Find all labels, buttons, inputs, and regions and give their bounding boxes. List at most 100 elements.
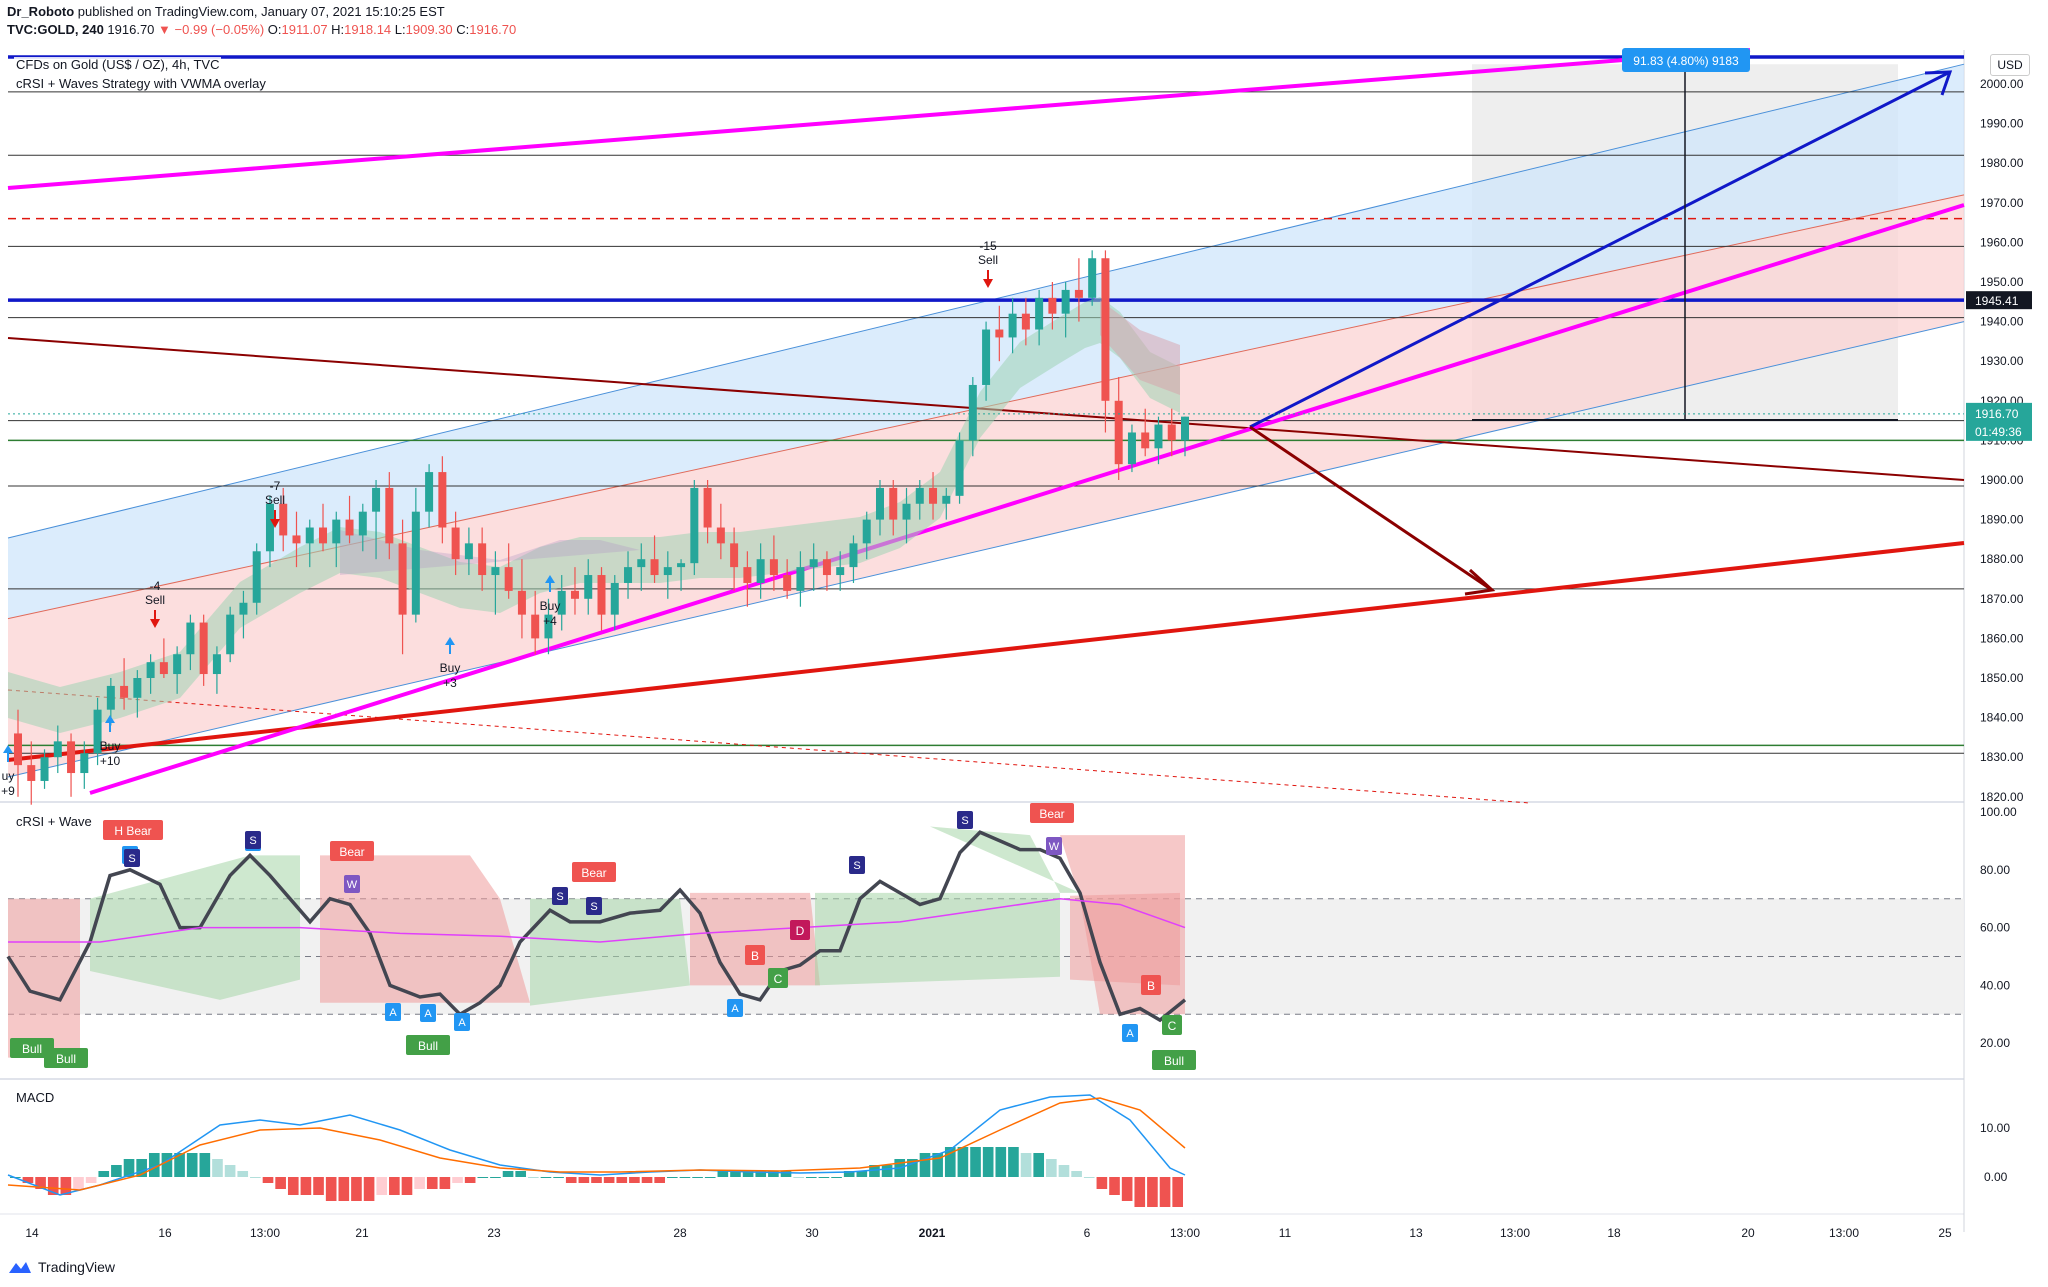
candle-body — [80, 753, 89, 774]
author-name[interactable]: Dr_Roboto — [7, 4, 75, 19]
wave-bear-zone — [8, 898, 80, 1058]
wave-bull-zone — [930, 826, 1080, 893]
crsi-marker-label: B — [751, 949, 759, 963]
open-value: 1911.07 — [281, 22, 328, 37]
crsi-marker-bull — [44, 1048, 88, 1068]
candle-body — [491, 567, 500, 576]
crsi-marker-label: Bull — [1164, 1054, 1184, 1068]
crsi-signal-line — [8, 897, 1186, 943]
crsi-marker-label: S — [961, 815, 968, 827]
ohlc-line: TVC:GOLD, 240 1916.70 ▼ −0.99 (−0.05%) O… — [7, 22, 516, 37]
macd-histogram-bar — [641, 1177, 653, 1183]
macd-histogram-bar — [818, 1177, 830, 1178]
macd-histogram-bar — [224, 1165, 236, 1177]
time-tick-label: 21 — [355, 1226, 369, 1240]
macd-histogram-bar — [174, 1153, 185, 1177]
crsi-marker-bear — [1030, 803, 1074, 823]
candle-body — [159, 662, 168, 675]
candle-body — [677, 563, 686, 568]
crsi-marker-label: D — [796, 924, 805, 938]
candle-body — [358, 511, 367, 536]
crsi-tick-label: 60.00 — [1980, 921, 2010, 935]
price-tick-label: 1870.00 — [1980, 592, 2024, 606]
crsi-marker-blue — [727, 999, 743, 1017]
candle-body — [570, 590, 579, 599]
crsi-marker-navy — [124, 849, 140, 867]
candle-body — [809, 559, 818, 568]
candle-body — [968, 384, 977, 441]
currency-badge[interactable]: USD — [1990, 54, 2030, 76]
macd-histogram-bar — [1121, 1177, 1133, 1201]
macd-histogram-bar — [414, 1177, 425, 1189]
brand-label: TradingView — [38, 1259, 116, 1275]
time-tick-label: 13 — [1409, 1226, 1423, 1240]
candle-body — [292, 535, 301, 544]
macd-histogram-bar — [540, 1177, 552, 1178]
time-tick-label: 28 — [673, 1226, 687, 1240]
price-tick-label: 1950.00 — [1980, 275, 2024, 289]
crsi-marker-label: S — [556, 891, 563, 903]
crsi-marker-bull — [10, 1038, 54, 1058]
price-tick-label: 1850.00 — [1980, 671, 2024, 685]
price-tick-label: 1860.00 — [1980, 631, 2024, 645]
crsi-marker-label: Bear — [1039, 807, 1064, 821]
candle-body — [1154, 424, 1163, 449]
price-tick-label: 1980.00 — [1980, 156, 2024, 170]
candle-body — [212, 654, 221, 675]
level-price-tag — [1966, 291, 2032, 310]
macd-histogram-bar — [262, 1177, 274, 1183]
open-label: O: — [267, 22, 282, 37]
candle-body — [186, 622, 195, 655]
time-tick-label: 11 — [1279, 1226, 1292, 1240]
candle-body — [53, 741, 62, 758]
crsi-marker-label: S — [590, 901, 597, 913]
candle-body — [703, 487, 712, 528]
trendline-red — [7, 541, 1965, 762]
macd-histogram-bar — [464, 1177, 476, 1183]
price-tick-label: 1940.00 — [1980, 315, 2024, 329]
macd-panel-title[interactable]: MACD — [14, 1090, 57, 1105]
indicator-name[interactable]: cRSI + Waves Strategy with VWMA overlay — [14, 76, 268, 91]
macd-line — [7, 1094, 1186, 1196]
macd-histogram-bar — [376, 1177, 388, 1195]
candle-body — [995, 329, 1004, 338]
macd-histogram-bar — [1046, 1159, 1057, 1177]
channel-lower-line — [7, 321, 1965, 778]
candle-body — [504, 567, 513, 591]
candle-body — [279, 503, 288, 536]
candle-body — [239, 602, 248, 615]
time-tick-label: 25 — [1938, 1226, 1952, 1240]
candle-body — [173, 654, 182, 675]
signal-value: -4 — [150, 579, 161, 593]
wave-bear-zone — [320, 855, 530, 1003]
macd-histogram-bar — [123, 1159, 135, 1177]
candle-body — [889, 487, 898, 520]
macd-histogram-bar — [325, 1177, 337, 1201]
macd-histogram-bar — [843, 1171, 855, 1177]
crsi-marker-label: C — [1168, 1019, 1177, 1033]
candle-body — [1061, 289, 1070, 314]
crsi-marker-label: Bull — [56, 1052, 76, 1066]
buy-arrow-icon — [445, 637, 455, 645]
close-label: C: — [456, 22, 470, 37]
crsi-marker-label: W — [347, 879, 358, 891]
high-value: 1918.14 — [344, 22, 392, 37]
candle-body — [67, 741, 76, 774]
candle-body — [690, 487, 699, 564]
macd-histogram-bar — [363, 1177, 375, 1201]
crsi-marker-label: A — [1126, 1028, 1134, 1040]
sell-arrow-icon — [270, 519, 280, 528]
macd-histogram-bar — [1134, 1177, 1146, 1207]
macd-signal-line — [7, 1097, 1186, 1191]
macd-histogram-bar — [553, 1177, 564, 1178]
time-tick-label: 30 — [805, 1226, 819, 1240]
macd-tick-label: 10.00 — [1980, 1121, 2010, 1135]
candle-body — [624, 567, 633, 583]
tradingview-logo[interactable]: TradingView — [8, 1257, 115, 1277]
signal-label: uy — [2, 769, 15, 783]
price-tick-label: 1960.00 — [1980, 235, 2024, 249]
crsi-panel-title[interactable]: cRSI + Wave — [14, 814, 94, 829]
candle-body — [40, 757, 49, 781]
macd-histogram-bar — [515, 1171, 527, 1177]
